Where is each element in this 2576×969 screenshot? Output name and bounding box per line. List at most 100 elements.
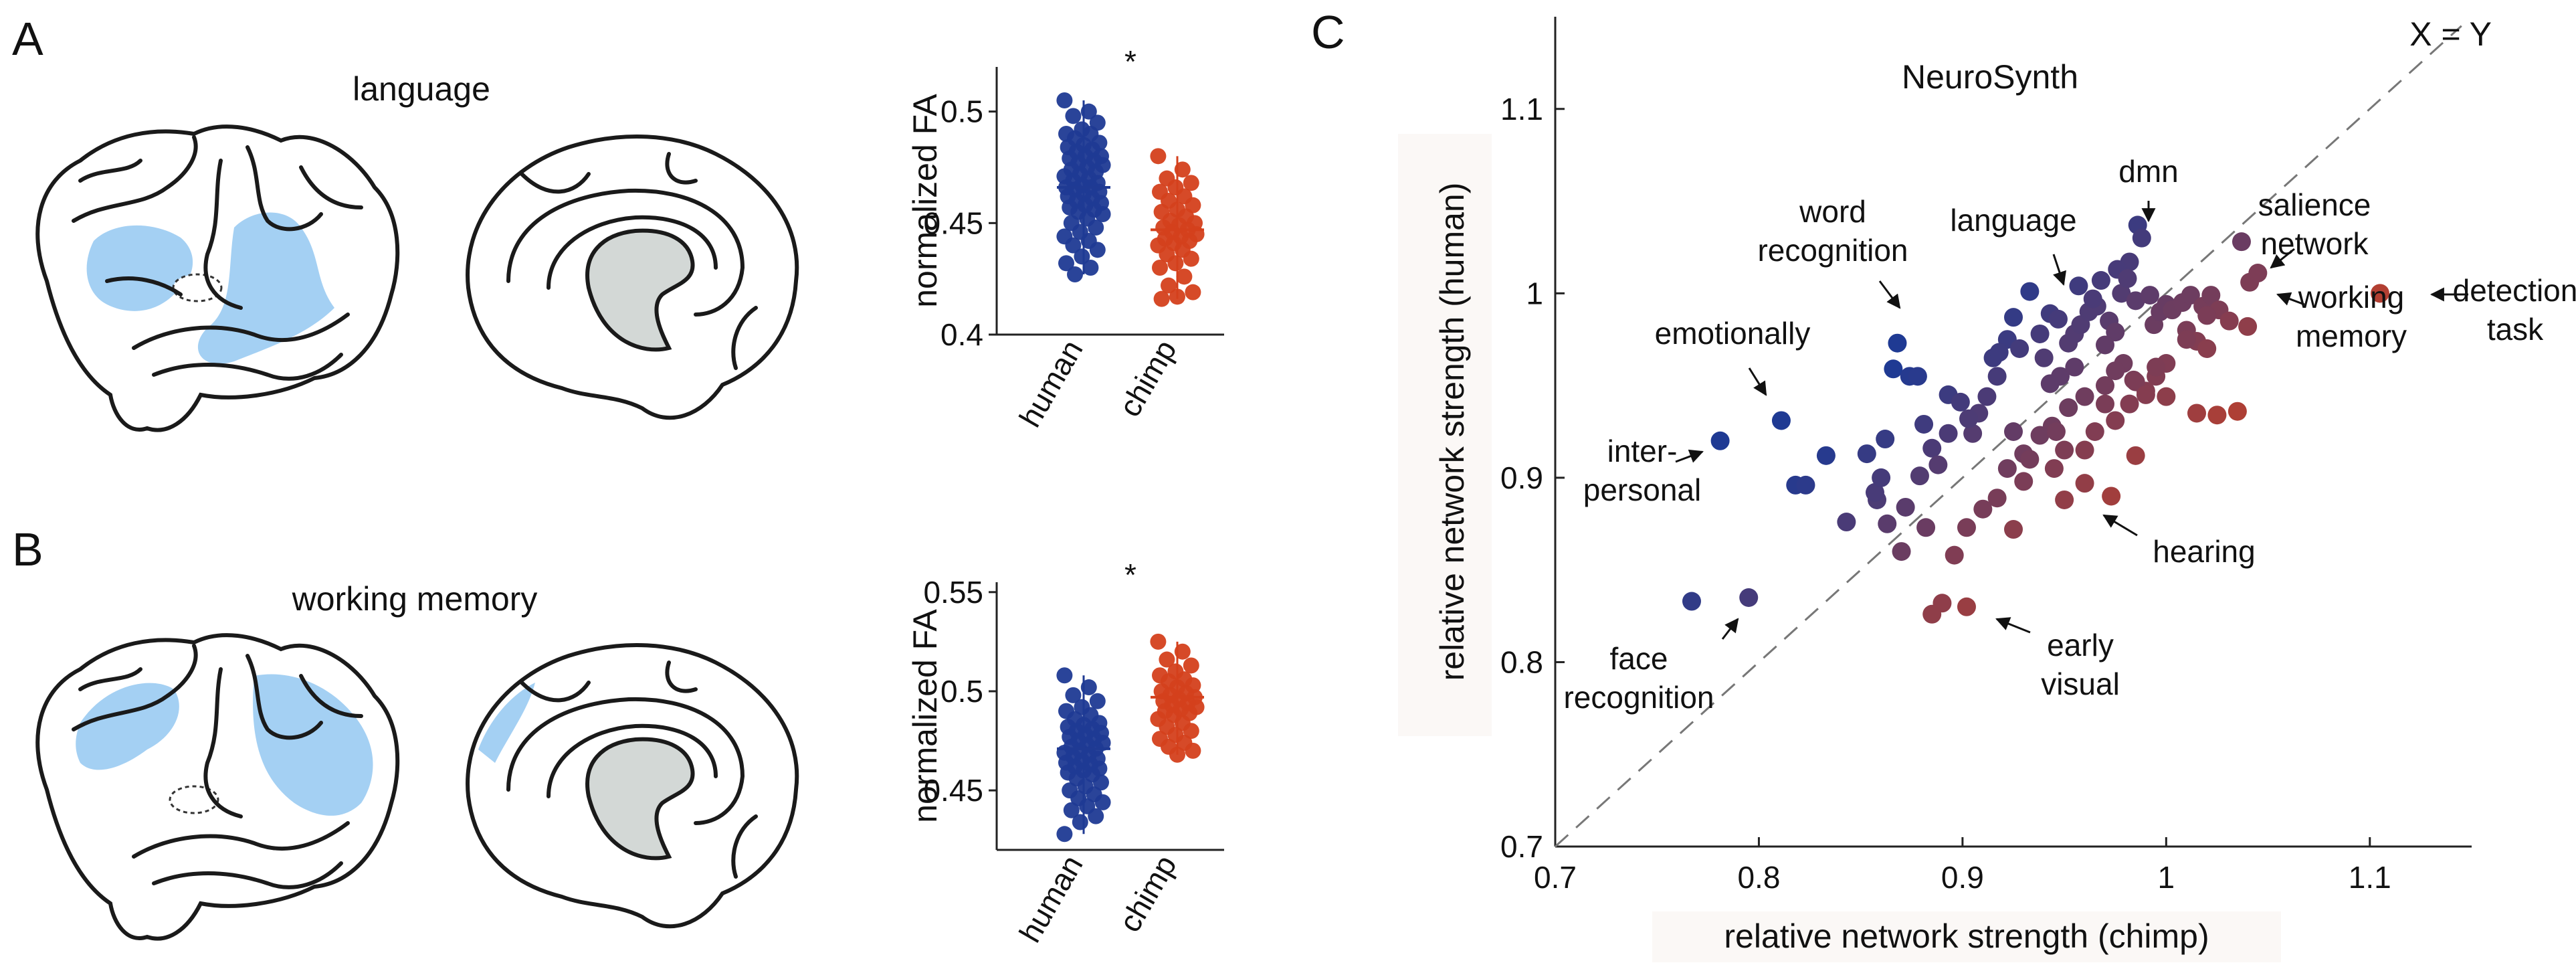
panel-b-title: working memory: [292, 580, 538, 618]
annotation-face-line: face: [1610, 641, 1668, 676]
scatter-point: [2085, 422, 2104, 441]
strip-b-chimp-point: [1185, 742, 1201, 759]
scatter-point: [2075, 440, 2094, 460]
scatter-point: [2157, 387, 2176, 406]
scatter-point: [2371, 284, 2389, 303]
scatter-point: [2055, 440, 2074, 460]
scatter-point: [1910, 466, 1929, 486]
strip-b-human-point: [1094, 794, 1111, 810]
strip-b-chimp-point: [1174, 643, 1191, 660]
annotation-word-arrow: [1878, 280, 1901, 309]
scatter-point: [1739, 588, 1759, 607]
strip-a-human-point: [1080, 103, 1097, 120]
scatter-point: [2126, 446, 2145, 465]
scatter-point: [1908, 367, 1927, 386]
strip-a-ytick-label: 0.4: [940, 317, 983, 352]
scatter-point: [1939, 424, 1958, 443]
scatter-point: [2140, 286, 2159, 305]
strip-plot-language: 0.4 0.45 0.5 * normalized FA human chimp: [906, 44, 1224, 433]
scatter-point: [2096, 394, 2114, 414]
scatter-point: [2238, 317, 2258, 336]
scatter-point: [1878, 514, 1897, 533]
scatter-point: [1837, 513, 1856, 532]
strip-b-human-point: [1080, 679, 1097, 696]
scatter-point: [1896, 497, 1915, 517]
scatter-xtick-label: 0.9: [1941, 860, 1984, 895]
scatter-point: [2075, 474, 2094, 493]
scatter-point: [2147, 357, 2166, 377]
scatter-point: [2083, 289, 2102, 309]
annotation-emotionally-arrow: [1748, 367, 1767, 396]
annotation-working: working memory: [2296, 280, 2407, 353]
scatter-point: [1928, 455, 1948, 474]
scatter-point: [2227, 402, 2247, 421]
strip-b-chimp-point: [1183, 723, 1199, 739]
scatter-point: [2040, 374, 2060, 393]
annotation-face-arrow: [1721, 618, 1739, 640]
strip-a-human-point: [1065, 108, 1082, 124]
strip-a-significance: *: [1124, 44, 1136, 79]
strip-a-chimp-point: [1150, 148, 1167, 165]
scatter-point: [2004, 308, 2023, 327]
strip-b-xtick-human: human: [1012, 849, 1089, 948]
annotation-emotionally-line: emotionally: [1655, 316, 1811, 351]
strip-plot-working-memory: 0.45 0.5 0.55 * normalized FA human chimp: [906, 557, 1224, 948]
scatter-point: [2048, 309, 2068, 329]
scatter-point: [2132, 228, 2151, 248]
scatter-point: [2232, 232, 2251, 252]
panel-a-title: language: [353, 70, 490, 108]
annotation-salience: salience network: [2258, 187, 2371, 261]
annotation-working-line: working: [2298, 280, 2405, 315]
annotation-language: language: [1950, 203, 2076, 238]
annotation-word-line: recognition: [1757, 233, 1908, 268]
scatter-point: [1916, 518, 1936, 537]
scatter-point: [1892, 542, 1911, 561]
scatter-ytick-label: 0.7: [1500, 829, 1543, 864]
strip-b-ylabel: normalized FA: [906, 609, 944, 823]
strip-b-human-point: [1056, 826, 1073, 843]
annotation-working-line: memory: [2296, 319, 2407, 353]
scatter-point: [2248, 264, 2268, 283]
panel-c-letter: C: [1311, 6, 1345, 58]
scatter-point: [1796, 475, 1815, 495]
scatter-point: [2219, 311, 2239, 331]
scatter-point: [2112, 284, 2131, 303]
strip-a-chimp-point: [1167, 255, 1184, 272]
scatter-point: [2207, 406, 2227, 425]
strip-a-chimp-point: [1176, 268, 1193, 285]
panel-b-letter: B: [12, 523, 43, 576]
identity-line: [1554, 25, 2462, 848]
scatter-point: [1989, 343, 2009, 362]
annotation-face: face recognition: [1563, 641, 1714, 715]
scatter-ytick-label: 0.8: [1500, 644, 1543, 679]
strip-b-human-point: [1072, 814, 1088, 830]
scatter-point: [2118, 269, 2137, 288]
panel-a-letter: A: [12, 13, 43, 65]
scatter-point: [2075, 387, 2094, 406]
strip-a-human-point: [1056, 92, 1073, 108]
strip-b-human-point: [1056, 667, 1073, 684]
scatter-point: [2059, 398, 2078, 418]
scatter-point: [2030, 426, 2050, 445]
strip-b-human-point: [1065, 687, 1082, 703]
annotation-detection-line: task: [2487, 312, 2544, 347]
scatter-point: [2120, 394, 2139, 414]
scatter-point: [2096, 335, 2114, 355]
scatter-point: [1865, 482, 1884, 502]
scatter-xtick-label: 1.1: [2349, 860, 2391, 895]
strip-b-chimp-point: [1169, 746, 1185, 763]
brain-lateral-language: [35, 124, 400, 432]
strip-b-ytick-label: 0.55: [923, 575, 983, 610]
scatter-ytick-label: 1.1: [1500, 92, 1543, 126]
scatter-point: [2004, 422, 2023, 441]
scatter-point: [2096, 376, 2114, 395]
scatter-point: [2126, 372, 2145, 391]
strip-a-chimp-point: [1153, 290, 1170, 307]
scatter-point: [1987, 367, 2007, 386]
scatter-point: [2106, 411, 2125, 430]
annotation-detection: detection task: [2453, 273, 2576, 347]
scatter-point: [2126, 291, 2145, 311]
scatter-point: [2034, 348, 2054, 367]
annotation-early-line: visual: [2041, 667, 2120, 701]
strip-a-human-point: [1058, 255, 1074, 272]
